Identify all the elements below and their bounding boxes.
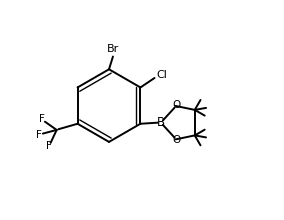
Text: F: F xyxy=(36,130,42,140)
Text: B: B xyxy=(156,116,165,129)
Text: O: O xyxy=(173,135,181,145)
Text: Br: Br xyxy=(107,44,119,54)
Text: F: F xyxy=(46,141,52,151)
Text: O: O xyxy=(173,100,181,110)
Text: Cl: Cl xyxy=(157,70,168,80)
Text: F: F xyxy=(39,114,45,125)
